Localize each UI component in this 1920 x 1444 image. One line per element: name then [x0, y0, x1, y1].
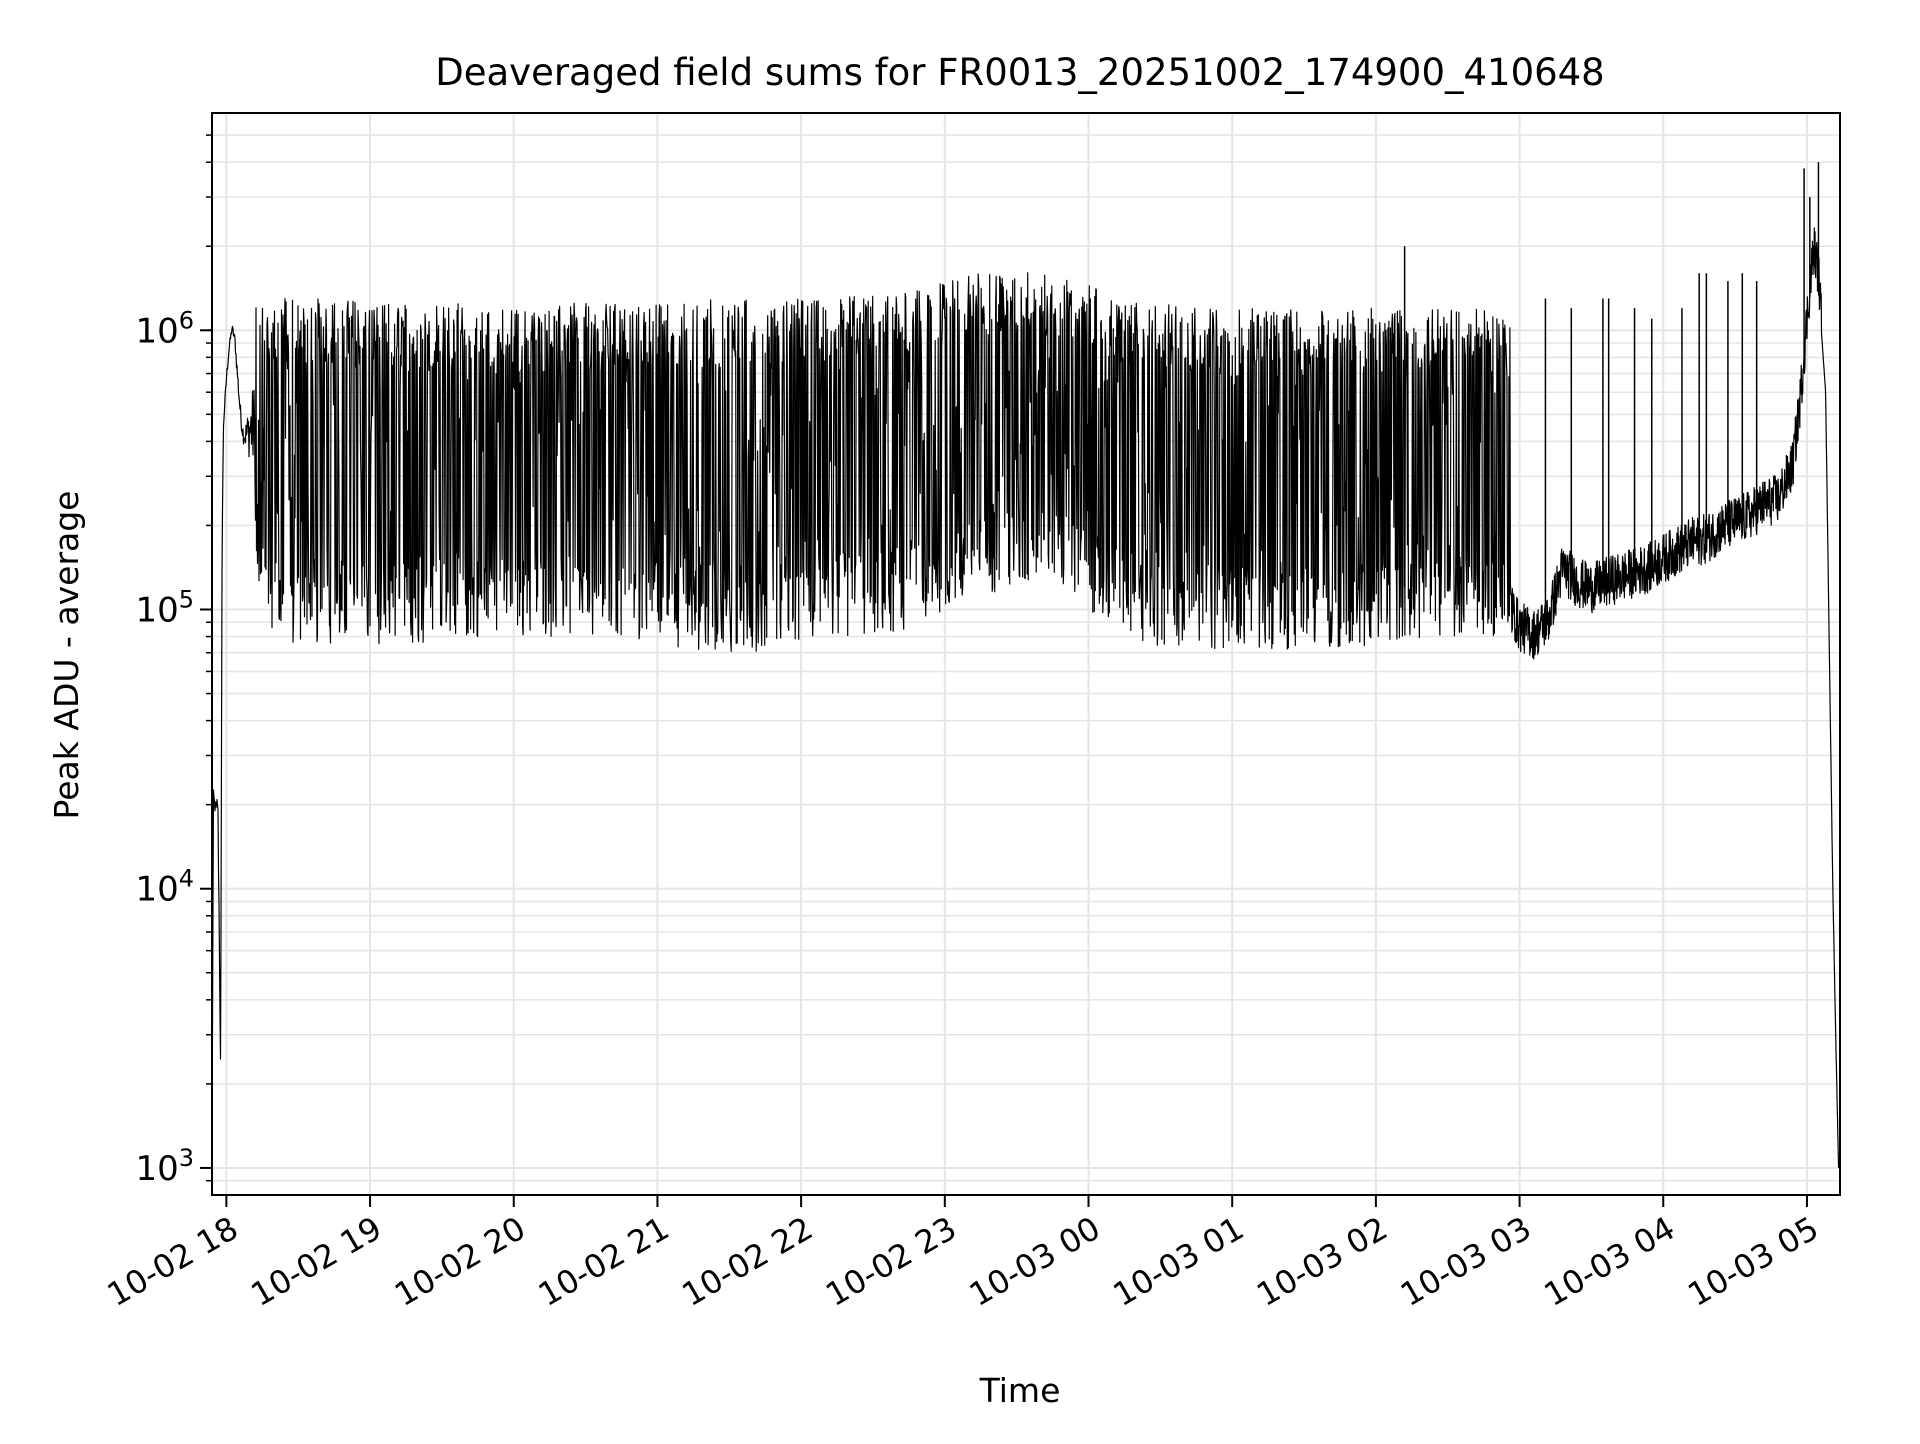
plot-frame [211, 112, 1841, 1196]
x-axis-label: Time [979, 1371, 1061, 1410]
data-series [211, 162, 1840, 1168]
series-line [211, 272, 1513, 1146]
y-tick-label: 104 [135, 865, 194, 910]
series-line [1511, 227, 1840, 1168]
y-tick-label: 105 [135, 585, 194, 630]
grid-lines [212, 113, 1840, 1195]
y-axis-label: Peak ADU - average [47, 491, 86, 820]
y-tick-label: 103 [135, 1144, 194, 1189]
chart-title: Deaveraged field sums for FR0013_2025100… [435, 51, 1604, 94]
y-tick-label: 106 [135, 306, 194, 351]
